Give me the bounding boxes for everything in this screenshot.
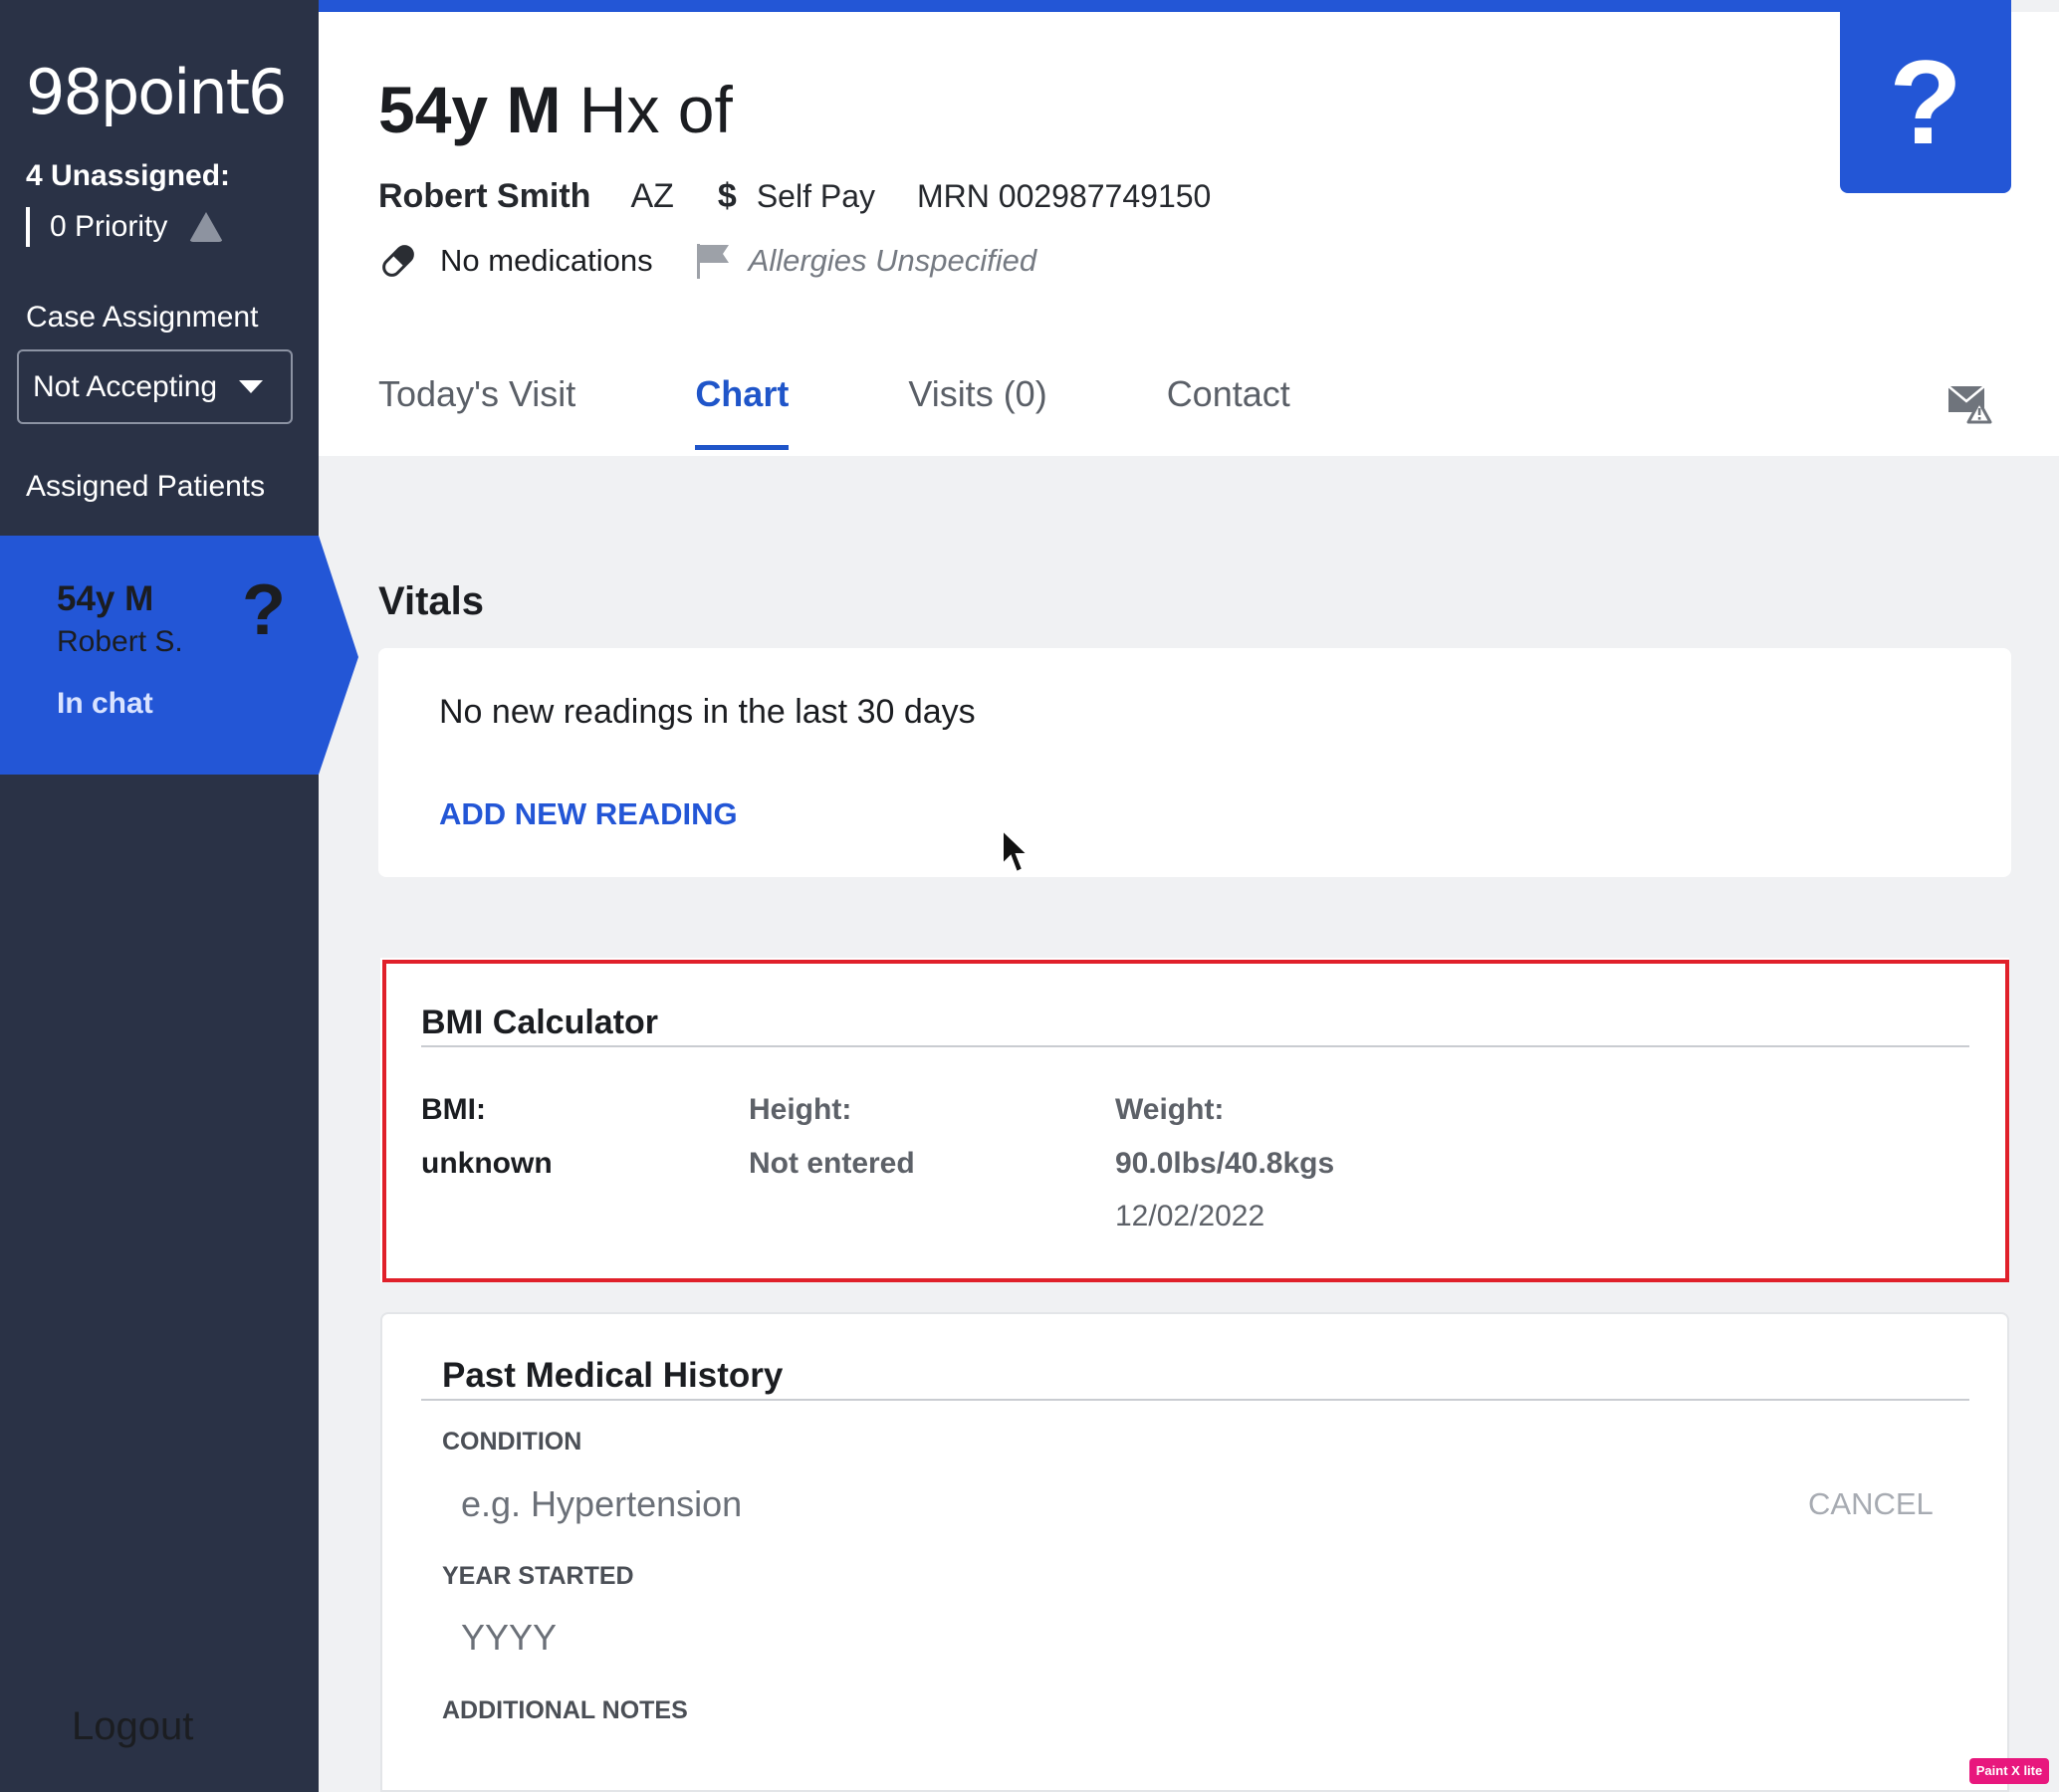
unassigned-count: 4 Unassigned: xyxy=(26,159,231,192)
mouse-cursor-icon xyxy=(1002,828,1030,874)
bmi-calculator-card xyxy=(380,958,2009,1282)
weight-label: Weight: xyxy=(1115,1093,1225,1126)
condition-label: CONDITION xyxy=(442,1428,582,1456)
chevron-down-icon xyxy=(239,380,264,393)
assigned-patients-label: Assigned Patients xyxy=(26,470,266,503)
pill-icon xyxy=(382,245,414,277)
patient-info-row: Robert Smith AZ $ Self Pay MRN 002987749… xyxy=(378,177,1211,216)
weight-value: 90.0lbs/40.8kgs xyxy=(1115,1147,1335,1180)
bmi-value: unknown xyxy=(421,1147,553,1180)
medications-text: No medications xyxy=(440,243,653,278)
tab-visits[interactable]: Visits (0) xyxy=(908,373,1047,414)
patient-name: Robert Smith xyxy=(378,177,591,215)
payment-type: Self Pay xyxy=(756,178,875,214)
year-started-input[interactable]: YYYY xyxy=(461,1617,558,1658)
patient-card-name: Robert S. xyxy=(57,625,183,658)
priority-bar xyxy=(26,207,30,247)
bmi-calculator-title: BMI Calculator xyxy=(421,1004,659,1041)
watermark-badge: Paint X lite xyxy=(1969,1758,2049,1784)
logout-link[interactable]: Logout xyxy=(72,1704,194,1748)
priority-count: 0 Priority xyxy=(26,207,224,247)
patient-state: AZ xyxy=(630,177,674,215)
meds-allergies-row: No medications Allergies Unspecified xyxy=(378,241,1036,281)
past-medical-history-card xyxy=(380,1312,2009,1792)
additional-notes-label: ADDITIONAL NOTES xyxy=(442,1696,688,1724)
patient-card-background xyxy=(0,536,358,775)
height-label: Height: xyxy=(749,1093,852,1126)
allergies-text: Allergies Unspecified xyxy=(748,243,1037,278)
mrn-number: MRN 002987749150 xyxy=(917,178,1212,214)
height-value: Not entered xyxy=(749,1147,915,1180)
add-new-reading-button[interactable]: ADD NEW READING xyxy=(439,796,738,831)
weight-date: 12/02/2022 xyxy=(1115,1200,1265,1232)
divider xyxy=(421,1399,1969,1401)
case-assignment-value: Not Accepting xyxy=(33,369,218,403)
patient-card[interactable] xyxy=(0,536,358,775)
year-started-label: YEAR STARTED xyxy=(442,1562,634,1590)
highlight-outline xyxy=(382,960,2009,1282)
tab-chart[interactable]: Chart xyxy=(695,373,790,450)
tab-todays-visit[interactable]: Today's Visit xyxy=(378,373,576,414)
vitals-title: Vitals xyxy=(378,579,484,623)
app-logo: 98point6 xyxy=(26,56,287,128)
condition-input[interactable]: e.g. Hypertension xyxy=(461,1483,743,1524)
patient-header xyxy=(319,12,2059,456)
dollar-icon: $ xyxy=(717,177,737,215)
page-title: 54y M Hx of xyxy=(378,72,733,147)
flag-icon xyxy=(696,244,729,279)
bmi-label: BMI: xyxy=(421,1093,486,1126)
help-button[interactable]: ? xyxy=(1840,12,2011,193)
divider xyxy=(421,1045,1969,1047)
top-accent-bar xyxy=(319,0,2011,12)
warning-triangle-icon xyxy=(189,212,224,242)
patient-card-status: In chat xyxy=(57,687,153,720)
case-assignment-label: Case Assignment xyxy=(26,301,259,334)
vitals-card xyxy=(378,648,2011,877)
vitals-message: No new readings in the last 30 days xyxy=(439,693,976,731)
cancel-button[interactable]: CANCEL xyxy=(1808,1486,1934,1521)
tab-bar: Today's Visit Chart Visits (0) Contact xyxy=(378,373,1410,450)
mail-alert-icon[interactable] xyxy=(1946,380,1992,426)
priority-label: 0 Priority xyxy=(50,210,168,243)
title-history: Hx of xyxy=(578,73,733,146)
title-age-sex: 54y M xyxy=(378,73,562,146)
question-mark-icon: ? xyxy=(242,570,286,650)
tab-contact[interactable]: Contact xyxy=(1166,373,1290,414)
case-assignment-select[interactable]: Not Accepting xyxy=(17,349,293,424)
sidebar: 98point6 4 Unassigned: 0 Priority Case A… xyxy=(0,0,319,1792)
patient-card-age-sex: 54y M xyxy=(57,579,154,618)
past-medical-history-title: Past Medical History xyxy=(442,1356,784,1395)
